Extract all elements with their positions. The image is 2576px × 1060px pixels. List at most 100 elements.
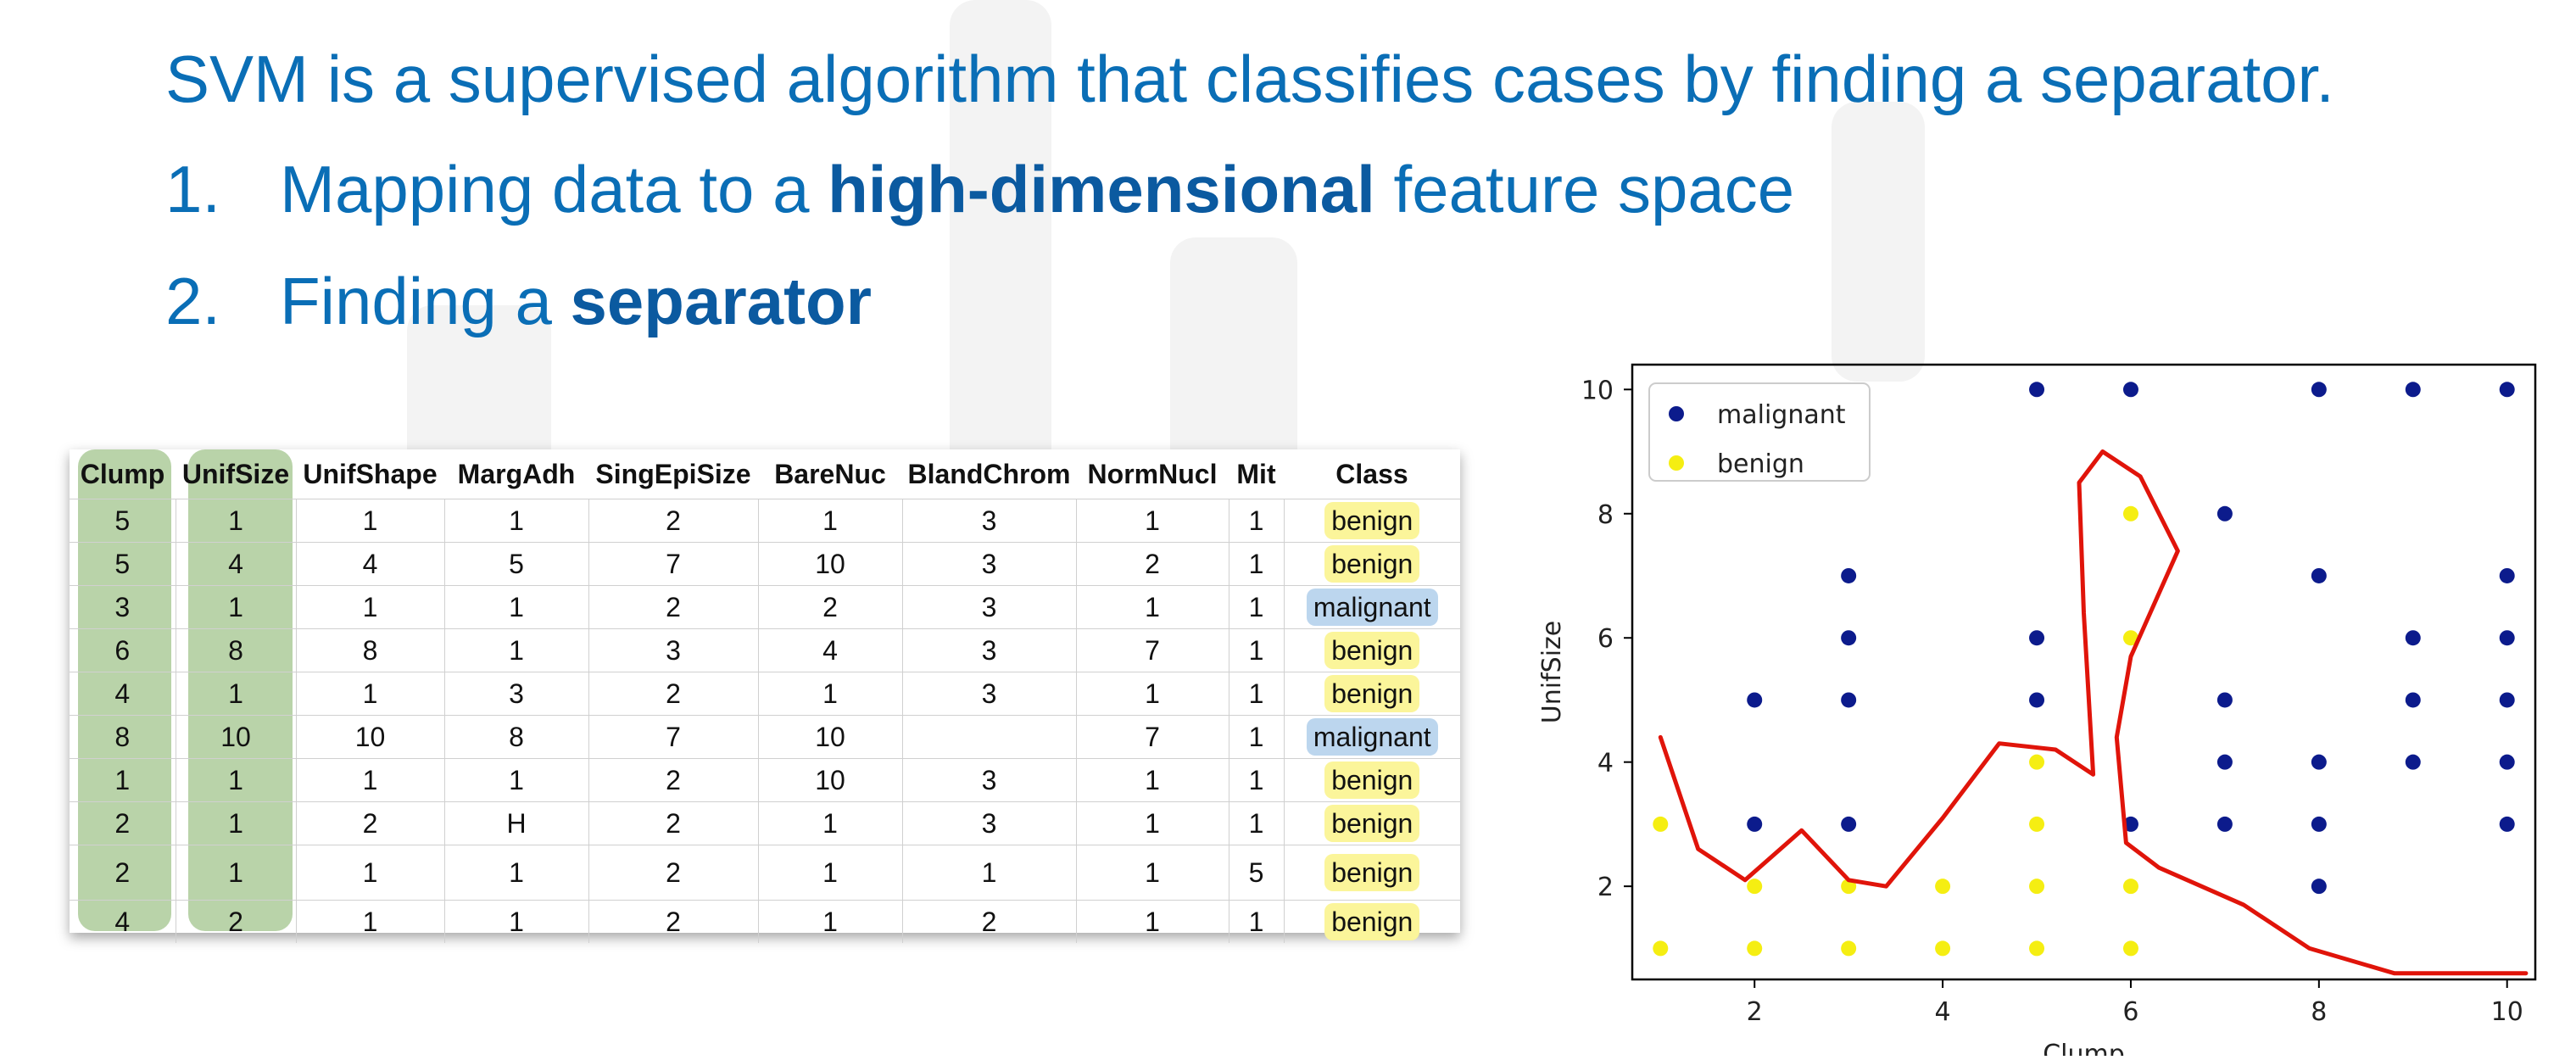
table-cell: 1 [1075, 499, 1229, 543]
y-axis-label: UnifSize [1537, 621, 1567, 723]
table-cell: 2 [70, 845, 176, 901]
table-cell: 2 [588, 758, 758, 802]
class-label-malignant: malignant [1306, 718, 1438, 756]
legend-label: malignant [1717, 400, 1846, 430]
table-cell: 1 [901, 845, 1076, 901]
class-label-benign: benign [1324, 805, 1420, 842]
step-number: 2. [165, 264, 221, 338]
table-cell: 8 [175, 628, 296, 672]
table-cell: 1 [757, 845, 902, 901]
legend-marker-malignant [1669, 406, 1684, 421]
table-cell: 1 [443, 758, 588, 802]
table-cell: 5 [70, 542, 176, 586]
table-row: 2 1 2 H 2 1 3 1 1 benign [70, 801, 1460, 845]
benign-point [2122, 505, 2138, 522]
class-label-benign: benign [1324, 762, 1420, 799]
benign-point [2029, 816, 2045, 832]
x-tick-label: 2 [1747, 997, 1763, 1027]
table-cell: 1 [443, 900, 588, 943]
class-label-benign: benign [1324, 903, 1420, 940]
table-cell: 2 [588, 801, 758, 845]
malignant-point [2499, 816, 2515, 832]
benign-point [1747, 940, 1763, 957]
table-cell: 1 [1228, 542, 1284, 586]
table-cell: 1 [1228, 499, 1284, 543]
table-row: 1 1 1 1 2 10 3 1 1 benign [70, 758, 1460, 802]
table-cell: 10 [175, 715, 296, 759]
table-cell: 3 [901, 801, 1076, 845]
column-header: MargAdh [457, 458, 576, 489]
table-row: 6 8 8 1 3 4 3 7 1 benign [70, 628, 1460, 672]
malignant-point [2029, 630, 2045, 646]
table-cell: 8 [295, 628, 444, 672]
background-watermark [1832, 102, 1925, 382]
benign-point [2122, 630, 2138, 646]
table-cell: 1 [1075, 758, 1229, 802]
column-header: NormNucl [1087, 458, 1218, 489]
table-cell: 7 [588, 542, 758, 586]
table-cell: 2 [588, 499, 758, 543]
table-cell: 10 [295, 715, 444, 759]
table-cell: 7 [588, 715, 758, 759]
table-cell: 3 [901, 758, 1076, 802]
table-cell: 1 [443, 628, 588, 672]
step-number: 1. [165, 152, 221, 226]
malignant-point [2499, 630, 2515, 646]
column-header: Class [1335, 458, 1408, 489]
column-header: UnifSize [181, 458, 290, 489]
table-cell: 1 [295, 758, 444, 802]
malignant-point [1841, 630, 1857, 646]
malignant-point [2311, 754, 2327, 770]
table-cell: 1 [443, 499, 588, 543]
x-tick-label: 6 [2122, 997, 2138, 1027]
malignant-point [2216, 505, 2233, 522]
class-label-benign: benign [1324, 632, 1420, 669]
table-cell: 1 [1075, 585, 1229, 629]
malignant-point [2499, 692, 2515, 708]
table-cell [901, 715, 1076, 759]
table-cell: 5 [1228, 845, 1284, 901]
table-row: 4 1 1 3 2 1 3 1 1 benign [70, 672, 1460, 716]
slide-headline: SVM is a supervised algorithm that class… [165, 42, 2334, 116]
table-cell: 4 [70, 900, 176, 943]
benign-point [1935, 940, 1951, 957]
benign-point [2029, 879, 2045, 895]
class-cell: benign [1283, 672, 1460, 716]
table-cell: 2 [1075, 542, 1229, 586]
table-cell: 4 [295, 542, 444, 586]
table-cell: 1 [1228, 715, 1284, 759]
table-cell: 2 [757, 585, 902, 629]
malignant-point [2216, 816, 2233, 832]
table-cell: 1 [175, 845, 296, 901]
table-cell: 7 [1075, 715, 1229, 759]
malignant-point [2311, 382, 2327, 398]
column-header: BareNuc [774, 458, 886, 489]
benign-point [1653, 940, 1669, 957]
table-cell: 2 [175, 900, 296, 943]
table-cell: 2 [588, 585, 758, 629]
table-cell: 1 [70, 758, 176, 802]
dataset-table-panel: Clump UnifSize UnifShape MargAdh SingEpiSize… [70, 449, 1460, 943]
separator-curve [1658, 449, 2529, 976]
table-cell: 1 [757, 801, 902, 845]
y-tick-label: 2 [1597, 873, 1614, 902]
x-tick-label: 10 [2491, 997, 2523, 1027]
class-cell: malignant [1283, 585, 1460, 629]
class-label-benign: benign [1324, 502, 1420, 539]
class-label-benign: benign [1324, 675, 1420, 712]
x-tick-label: 8 [2311, 997, 2327, 1027]
table-cell: 4 [757, 628, 902, 672]
column-header: UnifShape [303, 458, 438, 489]
table-cell: 1 [1228, 672, 1284, 716]
table-cell: 1 [175, 672, 296, 716]
table-row: 3 1 1 1 2 2 3 1 1 malignant [70, 585, 1460, 629]
table-cell: 3 [901, 672, 1076, 716]
table-cell: 3 [901, 585, 1076, 629]
malignant-point [2311, 567, 2327, 583]
table-cell: 10 [757, 715, 902, 759]
y-tick-label: 6 [1597, 624, 1614, 654]
benign-point [1747, 879, 1763, 895]
malignant-point [2499, 754, 2515, 770]
table-cell: 1 [295, 585, 444, 629]
step-emphasis: high-dimensional [828, 152, 1375, 226]
